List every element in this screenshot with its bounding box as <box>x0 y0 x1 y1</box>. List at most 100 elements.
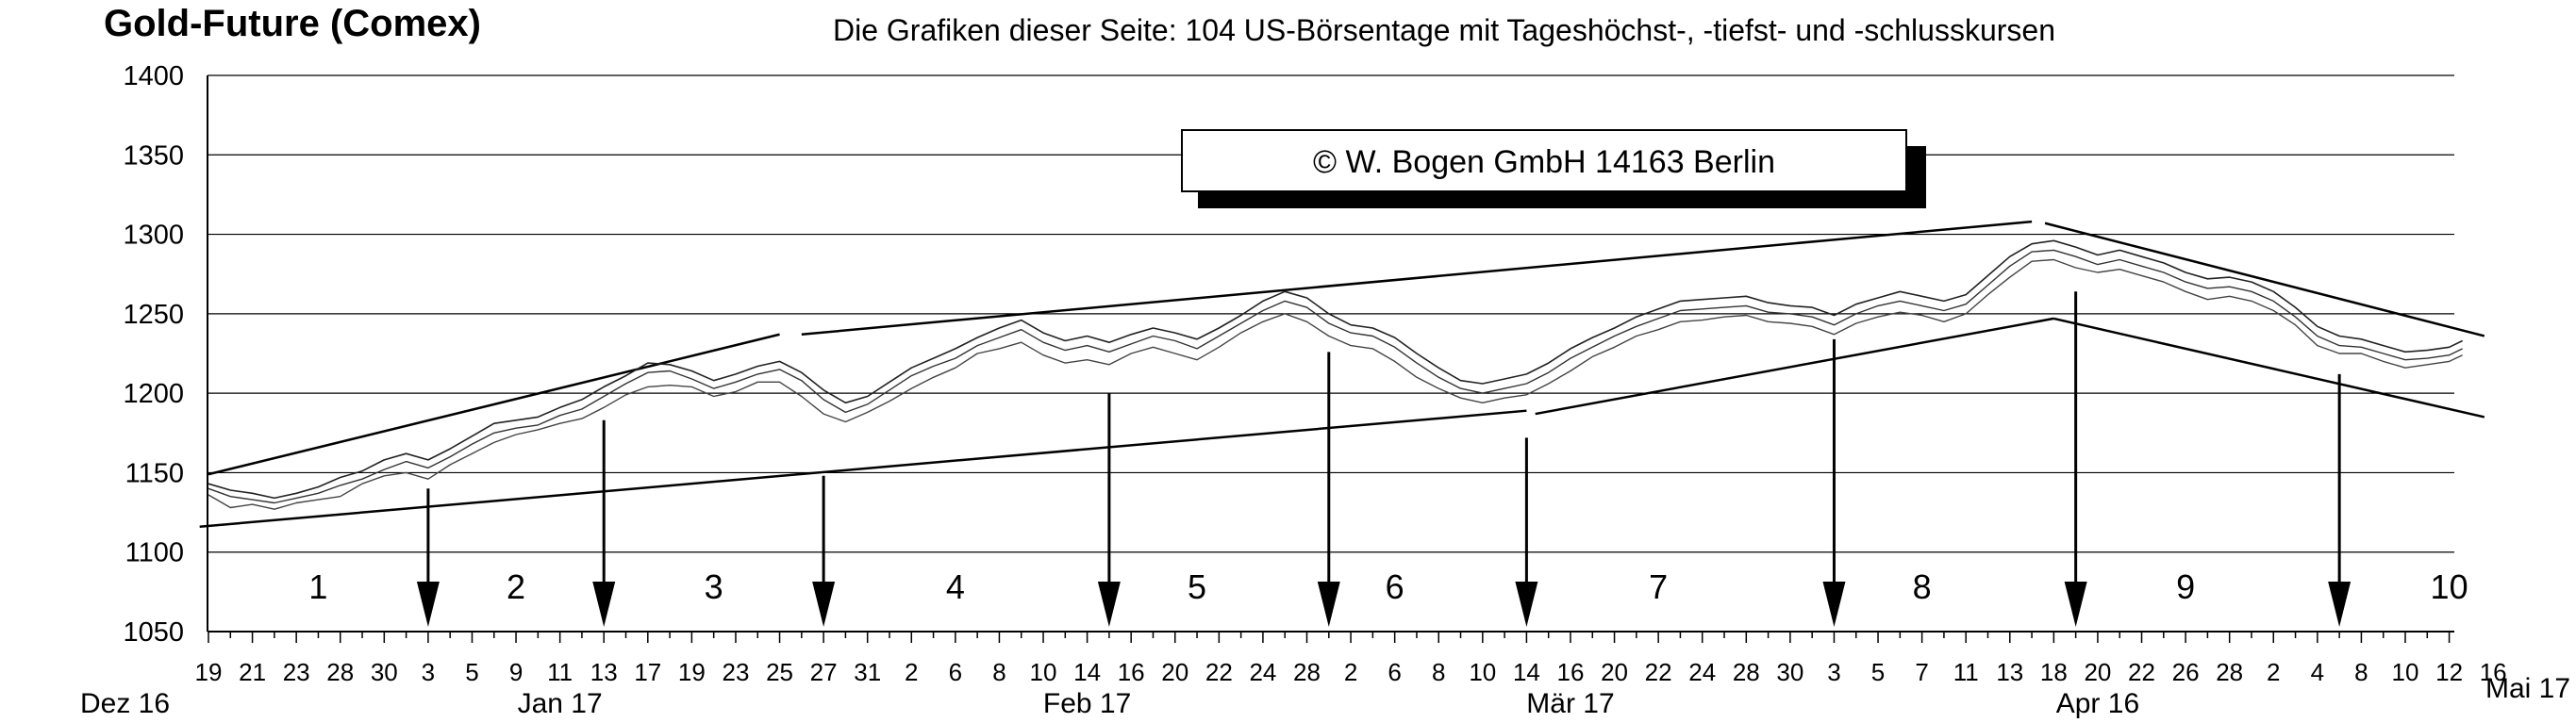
chart-title: Gold-Future (Comex) <box>104 3 481 44</box>
x-tick-label: 18 <box>2040 658 2068 686</box>
x-tick-label: 22 <box>1645 658 1672 686</box>
x-tick-label: 5 <box>465 658 478 686</box>
y-axis: 1050 1100 1150 1200 1250 1300 1350 1400 <box>123 61 208 648</box>
x-tick-label: 21 <box>239 658 266 686</box>
cycle-number: 2 <box>507 567 525 606</box>
x-tick-label: 3 <box>422 658 435 686</box>
x-tick-label: 17 <box>634 658 661 686</box>
x-tick-label: 28 <box>2216 658 2243 686</box>
x-tick-label: 24 <box>1249 658 1276 686</box>
x-tick-label: 23 <box>283 658 310 686</box>
x-tick-label: 20 <box>1161 658 1188 686</box>
trend-line <box>1535 317 2054 416</box>
x-tick-label: 19 <box>678 658 706 686</box>
x-tick-label: 14 <box>1513 658 1540 686</box>
arrow-head <box>1822 582 1846 627</box>
x-tick-label: 22 <box>2128 658 2155 686</box>
x-axis: 19 21 23 28 30 3 5 9 11 13 17 19 23 25 27 31 2 6 8 10 14 16 20… <box>80 631 2570 719</box>
x-tick-label: 10 <box>2392 658 2419 686</box>
x-tick-label: 3 <box>1827 658 1840 686</box>
y-tick-label: 1150 <box>125 458 184 488</box>
x-tick-label: 30 <box>371 658 398 686</box>
x-tick-label: 6 <box>1388 658 1401 686</box>
arrow-head <box>2328 582 2352 627</box>
arrow-head <box>1097 582 1121 627</box>
trend-line <box>199 409 1527 528</box>
y-tick-label: 1100 <box>125 538 184 568</box>
y-tick-label: 1200 <box>123 379 184 409</box>
x-tick-label: 25 <box>766 658 793 686</box>
cycle-number: 5 <box>1188 567 1206 606</box>
x-tick-label: 16 <box>1557 658 1585 686</box>
price-series-line <box>208 239 2463 500</box>
copyright-text: © W. Bogen GmbH 14163 Berlin <box>1313 144 1775 180</box>
arrow-head <box>1515 582 1538 627</box>
x-tick-label: 20 <box>1601 658 1628 686</box>
y-tick-label: 1300 <box>123 221 184 251</box>
cycle-numbers: 1 2 3 4 5 6 7 8 9 10 <box>308 567 2468 606</box>
trend-channel-lines <box>199 220 2485 528</box>
cycle-number: 7 <box>1649 567 1668 606</box>
x-tick-label: 8 <box>1432 658 1445 686</box>
y-tick-label: 1400 <box>123 61 184 91</box>
x-tick-label: 8 <box>992 658 1005 686</box>
trend-line <box>801 220 2033 337</box>
x-tick-label: 11 <box>1953 658 1979 686</box>
x-tick-label: 23 <box>722 658 749 686</box>
x-tick-label: 9 <box>509 658 523 686</box>
x-tick-label: 4 <box>2311 658 2324 686</box>
y-tick-label: 1250 <box>123 300 184 330</box>
cycle-number: 10 <box>2431 567 2468 606</box>
month-label: Mai 17 <box>2485 673 2570 704</box>
price-series-line <box>208 249 2463 504</box>
trend-line <box>208 333 780 476</box>
x-tick-label: 26 <box>2172 658 2200 686</box>
trend-line <box>2053 317 2485 419</box>
x-tick-label: 22 <box>1205 658 1233 686</box>
x-tick-label: 16 <box>1118 658 1145 686</box>
cycle-number: 4 <box>946 567 965 606</box>
arrow-head <box>592 582 616 627</box>
cycle-arrows <box>416 291 2352 627</box>
x-tick-label: 2 <box>1344 658 1357 686</box>
cycle-number: 1 <box>308 567 327 606</box>
x-tick-label: 5 <box>1871 658 1885 686</box>
x-tick-label: 12 <box>2435 658 2463 686</box>
cycle-number: 3 <box>705 567 723 606</box>
copyright-box-frame <box>1181 129 1907 192</box>
x-tick-label: 20 <box>2084 658 2111 686</box>
trend-line <box>2044 222 2485 337</box>
arrow-head <box>812 582 836 627</box>
x-tick-label: 10 <box>1469 658 1496 686</box>
cycle-number: 6 <box>1386 567 1404 606</box>
x-tick-label: 8 <box>2354 658 2368 686</box>
price-series <box>208 239 2463 510</box>
month-label: Feb 17 <box>1043 688 1131 719</box>
month-label: Apr 16 <box>2056 688 2139 719</box>
copyright-box: © W. Bogen GmbH 14163 Berlin <box>1181 129 1926 208</box>
arrow-head <box>2064 582 2087 627</box>
x-tick-label: 13 <box>590 658 618 686</box>
x-tick-label: 16 <box>2480 658 2507 686</box>
month-label: Mär 17 <box>1526 688 1614 719</box>
y-tick-label: 1050 <box>123 617 184 648</box>
chart-subtitle: Die Grafiken dieser Seite: 104 US-Börsen… <box>833 13 2055 47</box>
x-tick-label: 28 <box>1733 658 1760 686</box>
arrow-head <box>416 582 440 627</box>
x-tick-label: 10 <box>1030 658 1057 686</box>
x-tick-label: 14 <box>1073 658 1101 686</box>
x-tick-label: 30 <box>1776 658 1803 686</box>
x-tick-label: 28 <box>326 658 354 686</box>
y-tick-label: 1350 <box>123 140 184 171</box>
arrow-head <box>1317 582 1340 627</box>
x-tick-label: 28 <box>1293 658 1321 686</box>
x-tick-label: 2 <box>905 658 918 686</box>
x-tick-label: 19 <box>195 658 223 686</box>
x-tick-label: 24 <box>1688 658 1716 686</box>
x-tick-label: 6 <box>949 658 962 686</box>
cycle-number: 9 <box>2176 567 2195 606</box>
x-tick-label: 27 <box>810 658 838 686</box>
month-label: Jan 17 <box>518 688 603 719</box>
x-tick-label: 2 <box>2267 658 2280 686</box>
